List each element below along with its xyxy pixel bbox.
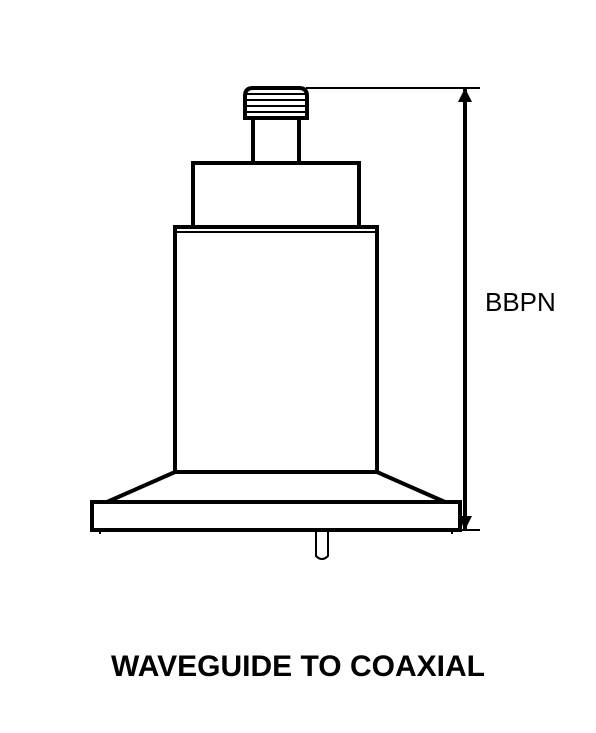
waveguide-drawing [0,0,596,728]
diagram-title: WAVEGUIDE TO COAXIAL [0,650,596,684]
diagram-canvas: BBPN WAVEGUIDE TO COAXIAL [0,0,596,728]
dimension-label: BBPN [485,287,556,318]
